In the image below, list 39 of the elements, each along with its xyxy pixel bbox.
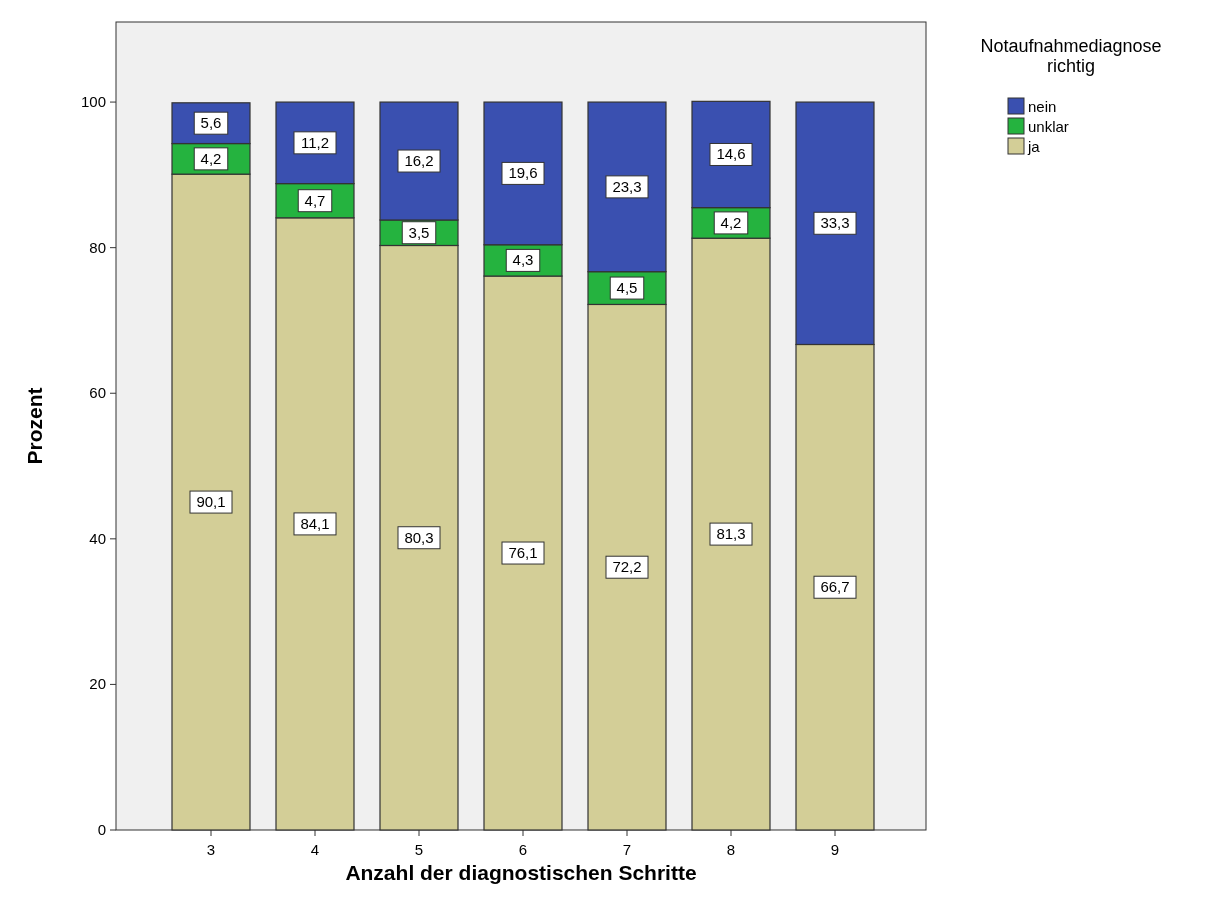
data-label: 84,1	[300, 514, 330, 532]
data-label: 16,2	[404, 152, 434, 170]
data-label: 4,5	[616, 279, 638, 297]
y-tick-label: 60	[89, 384, 106, 402]
legend-label: nein	[1028, 98, 1057, 115]
x-tick-label: 7	[622, 841, 632, 858]
x-tick-label: 3	[206, 841, 216, 858]
x-axis-title: Anzahl der diagnostischen Schritte	[345, 861, 697, 884]
x-tick-label: 5	[414, 841, 424, 858]
y-tick-label: 40	[89, 529, 106, 547]
legend-label: ja	[1027, 138, 1041, 155]
legend-title: Notaufnahmediagnose richtig	[980, 36, 1162, 76]
y-tick-label: 100	[80, 93, 106, 111]
x-tick-label: 4	[310, 841, 320, 858]
y-axis-title: Prozent	[23, 387, 46, 465]
data-label: 76,1	[508, 544, 538, 562]
legend-label: unklar	[1028, 118, 1069, 135]
data-label: 66,7	[820, 578, 850, 596]
x-tick-label: 6	[518, 841, 528, 858]
y-tick-label: 20	[89, 675, 106, 693]
data-label: 4,3	[512, 251, 534, 269]
data-label: 90,1	[196, 493, 226, 511]
x-tick-label: 8	[726, 841, 736, 858]
data-label: 11,2	[300, 133, 330, 151]
data-label: 4,2	[720, 213, 742, 231]
data-label: 72,2	[612, 558, 642, 576]
data-label: 4,2	[200, 149, 222, 167]
data-label: 33,3	[820, 214, 850, 232]
data-label: 80,3	[404, 528, 434, 546]
data-label: 14,6	[716, 145, 746, 163]
data-label: 19,6	[508, 164, 538, 182]
y-tick-label: 80	[89, 238, 106, 256]
data-label: 4,7	[304, 191, 326, 209]
data-label: 23,3	[612, 177, 642, 195]
data-label: 3,5	[408, 223, 430, 241]
y-tick-label: 0	[97, 821, 106, 838]
x-tick-label: 9	[830, 841, 840, 858]
data-label: 5,6	[200, 114, 222, 132]
data-label: 81,3	[716, 525, 746, 543]
